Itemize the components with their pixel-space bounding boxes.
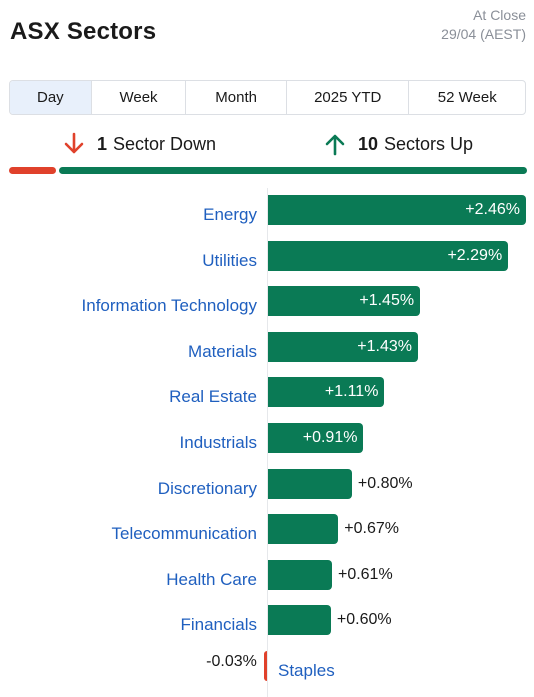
market-status: At Close 29/04 (AEST) bbox=[441, 6, 526, 44]
tab-52-week[interactable]: 52 Week bbox=[437, 89, 497, 106]
value-label-industrials: +0.91% bbox=[302, 429, 358, 446]
category-label-financials[interactable]: Financials bbox=[180, 615, 257, 635]
value-label-telecommunication: +0.67% bbox=[344, 520, 399, 538]
bar-real-estate[interactable] bbox=[268, 377, 385, 408]
market-status-label: At Close bbox=[473, 7, 526, 23]
bar-industrials[interactable] bbox=[268, 423, 364, 453]
breadth-bar-up bbox=[59, 167, 527, 174]
bar-telecommunication[interactable] bbox=[268, 514, 339, 545]
bar-energy[interactable] bbox=[268, 195, 526, 225]
sectors-down-count: 1 bbox=[97, 133, 108, 154]
value-label-information-technology: +1.45% bbox=[359, 292, 415, 310]
category-label-materials[interactable]: Materials bbox=[188, 341, 257, 361]
tab-day[interactable]: Day bbox=[10, 81, 92, 114]
value-label-real-estate: +1.11% bbox=[324, 383, 379, 401]
header: ASX Sectors At Close 29/04 (AEST) bbox=[0, 0, 534, 60]
sectors-up-label: Sectors Up bbox=[384, 133, 474, 154]
bar-utilities[interactable] bbox=[268, 240, 509, 271]
tab-2025-ytd[interactable]: 2025 YTD bbox=[287, 81, 410, 114]
category-label-staples[interactable]: Staples bbox=[278, 661, 335, 680]
value-label-staples: -0.03% bbox=[206, 653, 257, 670]
category-label-energy[interactable]: Energy bbox=[203, 205, 257, 224]
category-label-utilities[interactable]: Utilities bbox=[202, 250, 257, 270]
arrow-down-icon bbox=[64, 132, 84, 154]
period-tabs: Day Week Month 2025 YTD 52 Week bbox=[9, 80, 526, 115]
arrow-up-icon bbox=[325, 134, 345, 156]
category-label-discretionary[interactable]: Discretionary bbox=[157, 478, 257, 498]
category-label-real-estate[interactable]: Real Estate bbox=[169, 387, 257, 407]
category-label-health-care[interactable]: Health Care bbox=[166, 569, 257, 589]
value-label-financials: +0.60% bbox=[336, 611, 392, 629]
chart-axis-line bbox=[267, 188, 268, 697]
value-label-materials: +1.43% bbox=[357, 337, 412, 355]
bar-materials[interactable] bbox=[268, 331, 418, 362]
bar-information-technology[interactable] bbox=[268, 286, 421, 317]
sectors-down-summary: 1 Sector Down bbox=[63, 128, 216, 160]
value-label-health-care: +0.61% bbox=[337, 565, 393, 583]
tab-week[interactable]: Week bbox=[92, 81, 187, 114]
sectors-down-label: Sector Down bbox=[113, 133, 217, 154]
bar-health-care[interactable] bbox=[268, 559, 332, 590]
market-status-date: 29/04 (AEST) bbox=[441, 26, 526, 42]
category-label-telecommunication[interactable]: Telecommunication bbox=[111, 524, 257, 544]
tab-month[interactable]: Month bbox=[186, 81, 287, 114]
page-title: ASX Sectors bbox=[10, 18, 157, 45]
sectors-up-summary: 10 Sectors Up bbox=[324, 128, 473, 160]
sectors-up-count: 10 bbox=[358, 133, 379, 154]
category-label-information-technology[interactable]: Information Technology bbox=[81, 296, 257, 316]
category-label-industrials[interactable]: Industrials bbox=[179, 433, 257, 452]
value-label-energy: +2.46% bbox=[465, 201, 520, 218]
breadth-summary: 1 Sector Down 10 Sectors Up bbox=[0, 128, 534, 160]
value-label-utilities: +2.29% bbox=[447, 246, 503, 264]
bar-discretionary[interactable] bbox=[268, 468, 352, 499]
bar-staples[interactable] bbox=[263, 651, 267, 681]
value-label-discretionary: +0.80% bbox=[357, 474, 413, 492]
bar-financials[interactable] bbox=[268, 605, 331, 636]
breadth-bar-down bbox=[9, 167, 56, 174]
